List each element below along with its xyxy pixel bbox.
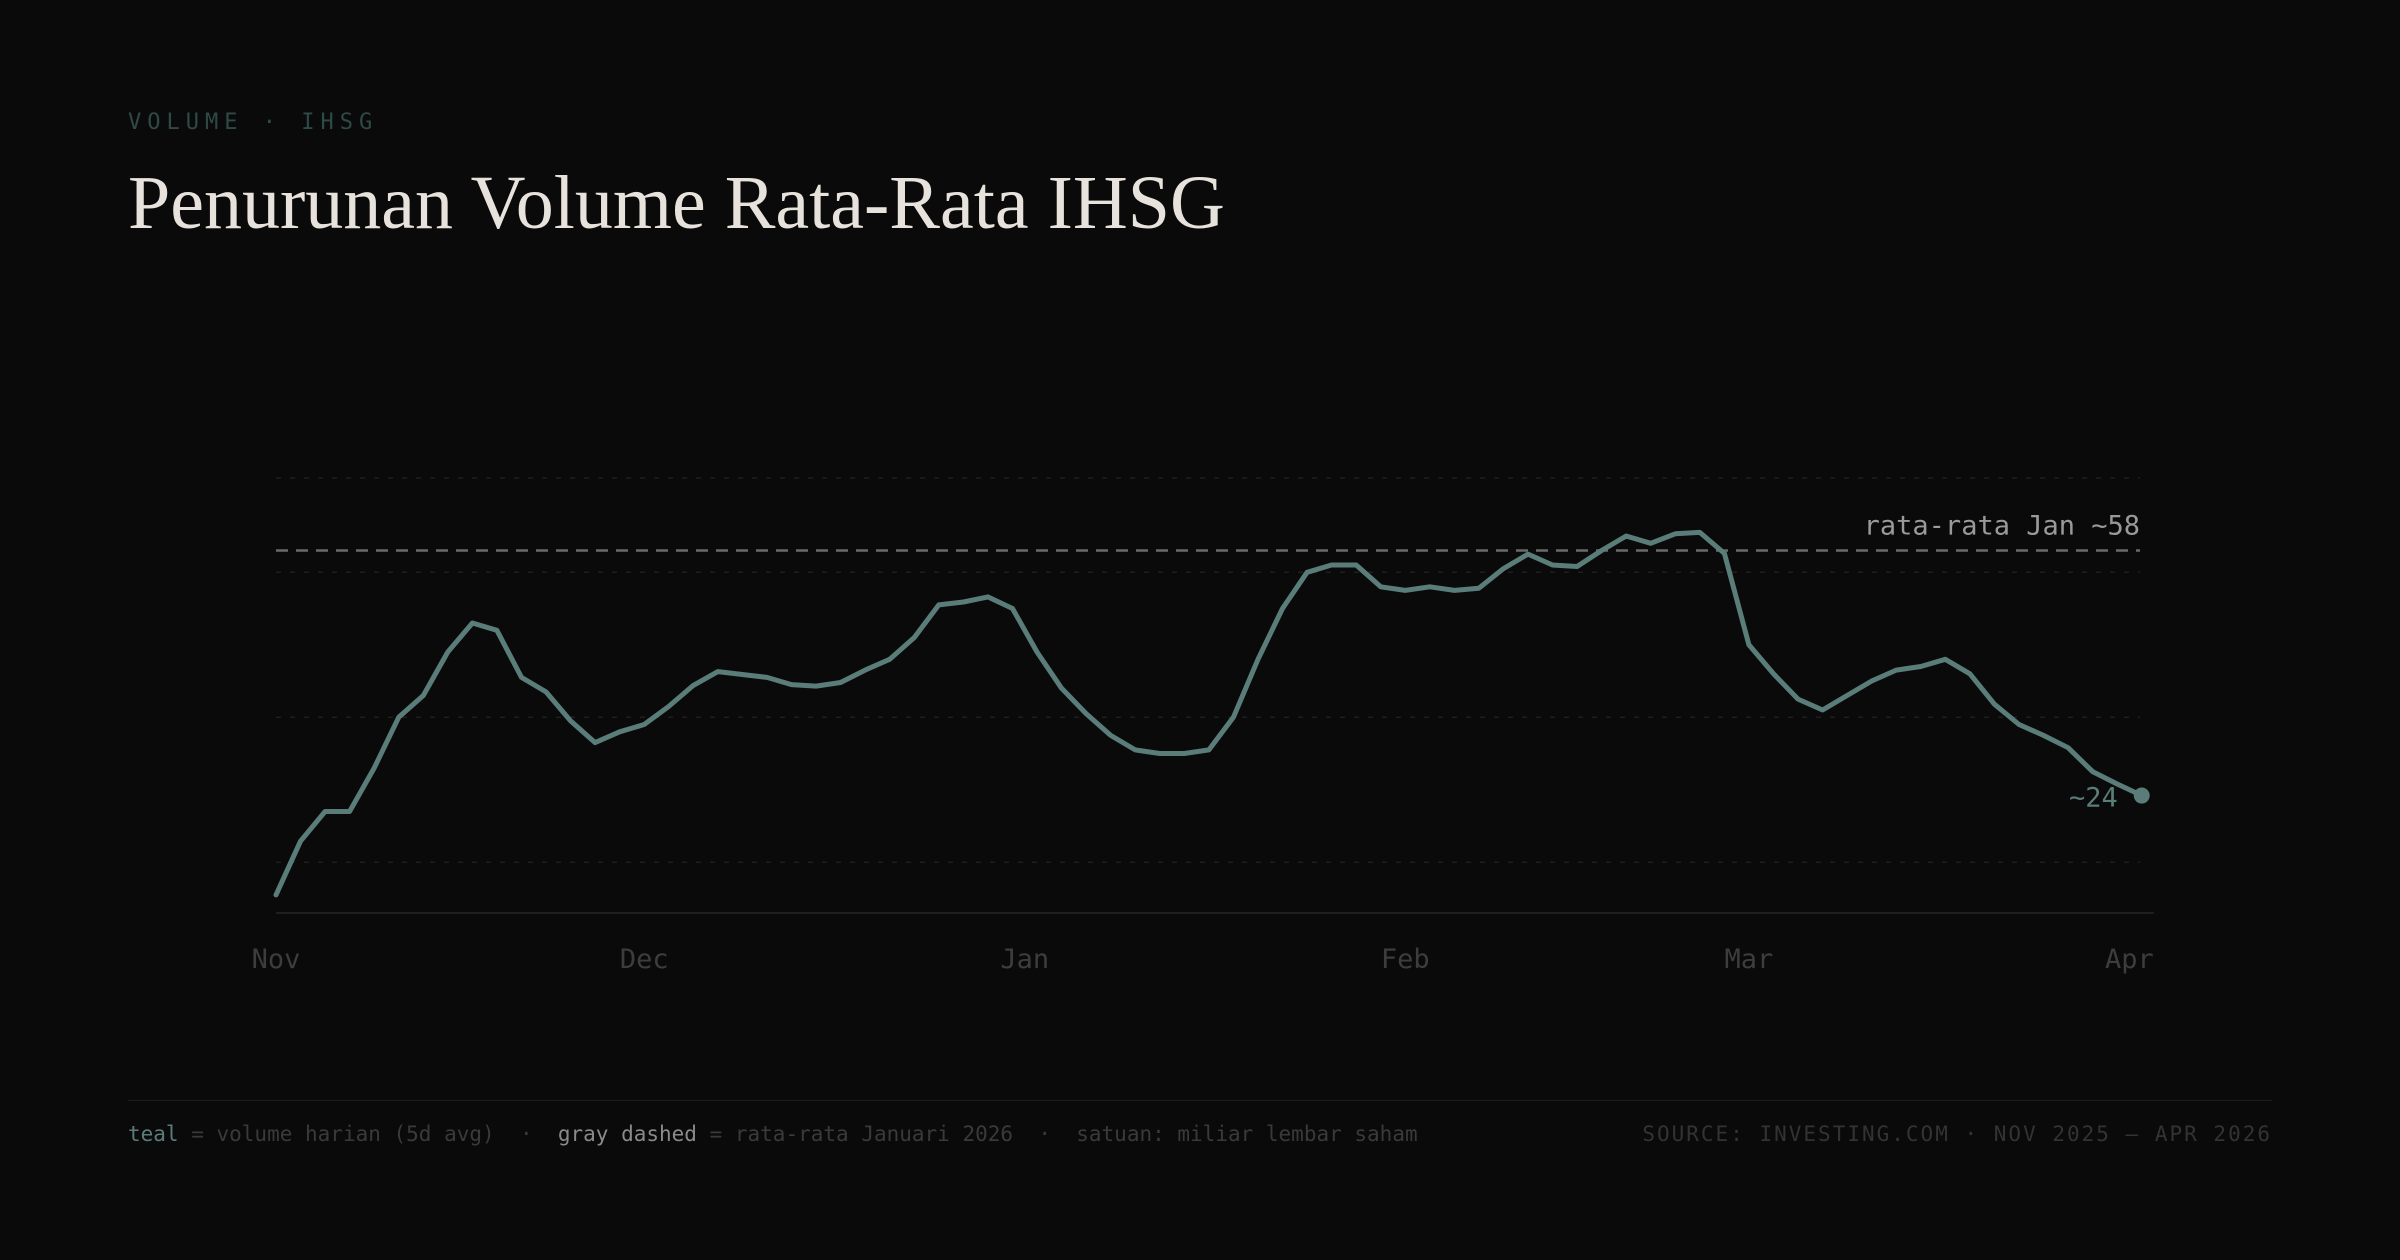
- x-tick-label: Nov: [252, 944, 301, 975]
- x-tick-label: Jan: [1000, 944, 1049, 975]
- series-end-label: ~24: [2069, 783, 2118, 814]
- legend-teal-desc: = volume harian (5d avg): [178, 1122, 495, 1146]
- x-tick-label: Feb: [1381, 944, 1430, 975]
- grid-lines: [276, 477, 2140, 863]
- reference-line-label: rata-rata Jan ~58: [1864, 511, 2140, 542]
- legend: teal = volume harian (5d avg) · gray das…: [128, 1122, 1418, 1146]
- chart-title: Penurunan Volume Rata-Rata IHSG: [128, 161, 1225, 245]
- legend-gray-desc: = rata-rata Januari 2026: [696, 1122, 1014, 1146]
- series-line-volume: [273, 529, 2145, 898]
- series-end-point: [2133, 787, 2150, 804]
- legend-separator: ·: [1013, 1122, 1077, 1146]
- legend-gray-key: gray dashed: [557, 1122, 697, 1146]
- x-tick-label: Dec: [620, 944, 669, 975]
- legend-separator: ·: [494, 1122, 558, 1146]
- x-tick-label: Mar: [1725, 944, 1774, 975]
- footer-divider: [128, 1100, 2272, 1101]
- x-tick-label: Apr: [2105, 944, 2154, 975]
- chart-eyebrow: VOLUME · IHSG: [128, 110, 379, 135]
- legend-units: satuan: miliar lembar saham: [1076, 1122, 1418, 1146]
- legend-teal-key: teal: [128, 1122, 179, 1146]
- source-credit: SOURCE: INVESTING.COM · NOV 2025 – APR 2…: [1642, 1122, 2272, 1146]
- x-tick-labels: Nov Dec Jan Feb Mar Apr: [252, 944, 2154, 975]
